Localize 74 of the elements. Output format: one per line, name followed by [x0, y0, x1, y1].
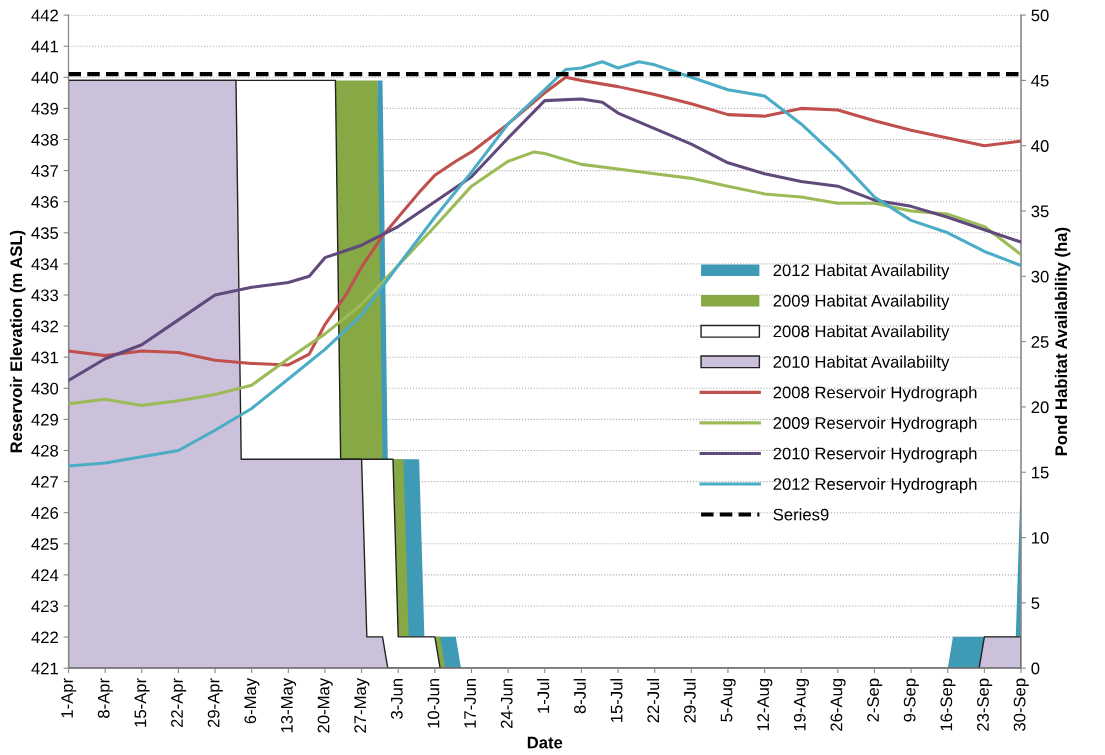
y-axis-title: Reservoir Elevation (m ASL): [9, 230, 26, 453]
legend-label: 2008 Habitat Availability: [773, 325, 950, 341]
y2-tick-label: 0: [1031, 662, 1040, 675]
y-tick-label: 427: [31, 475, 58, 488]
y-tick-label: 428: [31, 444, 59, 457]
x-tick-label: 30-Sep: [1013, 678, 1029, 731]
x-tick-label: 29-Jul: [683, 679, 696, 723]
y2-tick-label: 35: [1031, 205, 1049, 218]
x-tick-label: 17-Jun: [464, 678, 476, 728]
y-tick-label: 433: [31, 289, 59, 302]
x-tick-label: 6-May: [244, 677, 260, 724]
y-tick-label: 435: [31, 227, 59, 239]
y-tick-label: 430: [31, 382, 59, 395]
x-tick-label: 23-Sep: [977, 678, 993, 731]
y-tick-label: 424: [31, 569, 59, 581]
legend-label: Series9: [773, 508, 829, 521]
y2-tick-label: 40: [1031, 140, 1049, 152]
x-tick-label: 10-Jun: [427, 678, 440, 728]
y-tick-label: 429: [31, 413, 58, 426]
y-tick-label: 439: [31, 102, 58, 115]
x-tick-label: 15-Apr: [134, 678, 150, 727]
x-tick-label: 19-Aug: [793, 678, 809, 731]
y2-tick-label: 20: [1031, 401, 1049, 414]
y-tick-label: 441: [31, 40, 58, 53]
x-tick-label: 13-May: [280, 677, 297, 733]
y2-tick-label: 30: [1031, 270, 1049, 283]
x-tick-label: 29-Apr: [207, 678, 223, 728]
x-tick-label: 8-Apr: [97, 678, 113, 718]
y2-tick-label: 5: [1031, 597, 1040, 610]
y-tick-label: 431: [31, 351, 58, 364]
y2-tick-label: 15: [1032, 466, 1049, 479]
legend-label: 2010 Habitat Availabiilty: [773, 355, 950, 372]
line-series: [68, 60, 1022, 468]
x-tick-label: 15-Jul: [610, 679, 623, 723]
y-tick-label: 421: [31, 662, 58, 675]
x-tick-label: 1-Jul: [537, 679, 550, 713]
x-tick-label: 2-Sep: [867, 678, 883, 722]
legend-label: 2008 Reservoir Hydrograph: [773, 386, 977, 402]
x-tick-label: 16-Sep: [940, 678, 956, 731]
x-tick-label: 12-Aug: [757, 678, 773, 731]
x-tick-label: 26-Aug: [830, 678, 846, 731]
y-tick-label: 432: [31, 320, 58, 333]
y-tick-label: 436: [31, 196, 59, 208]
y-tick-label: 437: [31, 165, 58, 177]
x-axis-title: Date: [527, 736, 563, 749]
x-tick-label: 9-Sep: [903, 678, 919, 722]
x-tick-label: 3-Jun: [390, 678, 403, 719]
legend-label: 2009 Habitat Availability: [773, 294, 950, 311]
x-tick-label: 27-May: [354, 677, 370, 733]
x-tick-label: 20-May: [317, 677, 333, 733]
x-tick-label: 8-Jul: [573, 679, 586, 714]
legend-label: 2009 Reservoir Hydrograph: [773, 416, 977, 433]
y-tick-label: 440: [31, 71, 59, 84]
y-tick-label: 438: [31, 133, 59, 146]
y2-tick-label: 45: [1031, 74, 1049, 87]
y2-tick-label: 25: [1031, 336, 1049, 348]
legend-label: 2010 Reservoir Hydrograph: [773, 447, 977, 463]
x-tick-label: 5-Aug: [720, 678, 736, 722]
y-tick-label: 426: [31, 507, 59, 519]
legend-label: 2012 Habitat Availability: [773, 263, 950, 280]
x-tick-label: 22-Apr: [171, 678, 187, 728]
y-tick-label: 422: [31, 631, 58, 644]
y-tick-label: 425: [31, 538, 59, 550]
y2-tick-label: 50: [1031, 9, 1049, 22]
line-series: [68, 150, 1022, 407]
x-tick-label: 24-Jun: [500, 678, 513, 729]
y-tick-label: 434: [31, 258, 59, 271]
y2-tick-label: 10: [1032, 531, 1049, 544]
y2-axis-title: Pond Habitat Availability (ha): [1054, 227, 1071, 456]
y-tick-label: 423: [31, 600, 59, 613]
x-tick-label: 22-Jul: [646, 679, 660, 723]
x-tick-label: 1-Apr: [61, 678, 77, 718]
y-tick-label: 442: [31, 9, 58, 22]
legend-label: 2012 Reservoir Hydrograph: [773, 477, 977, 494]
